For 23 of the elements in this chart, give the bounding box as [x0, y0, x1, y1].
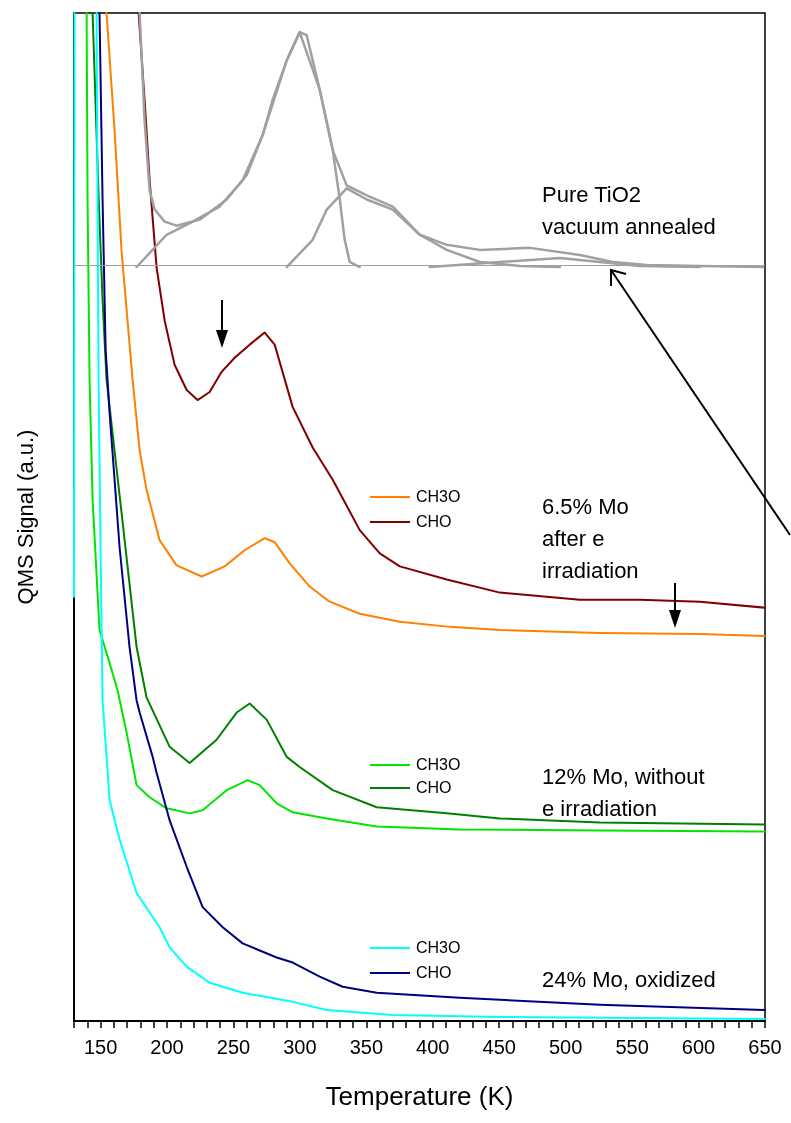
x-tick-label: 250	[216, 1036, 251, 1058]
x-axis-title: Temperature (K)	[325, 1081, 514, 1111]
x-tick-label: 450	[482, 1036, 516, 1058]
legend-label: CH3O	[416, 938, 461, 956]
x-tick-label: 300	[283, 1036, 317, 1058]
x-tick-label: 150	[83, 1036, 118, 1058]
x-tick-label: 350	[349, 1036, 384, 1058]
x-tick-label: 550	[615, 1036, 649, 1058]
annotation: Pure TiO2 vacuum annealed	[542, 181, 716, 239]
annotation: 6.5% Mo after e irradiation	[542, 493, 639, 583]
legend-label: CHO	[416, 778, 452, 796]
x-tick-label: 600	[681, 1036, 716, 1058]
legend-label: CH3O	[416, 487, 461, 505]
x-tick-label: 400	[416, 1036, 450, 1058]
legend-label: CH3O	[416, 755, 461, 773]
annotation: 12% Mo, without e irradiation	[542, 763, 705, 821]
x-tick-label: 650	[748, 1036, 782, 1058]
annotation: 24% Mo, oxidized	[542, 966, 716, 992]
x-tick-label: 500	[548, 1036, 583, 1058]
legend-label: CHO	[416, 512, 452, 530]
x-tick-label: 200	[150, 1036, 184, 1058]
legend-label: CHO	[416, 963, 452, 981]
y-axis-title: QMS Signal (a.u.)	[12, 429, 38, 605]
